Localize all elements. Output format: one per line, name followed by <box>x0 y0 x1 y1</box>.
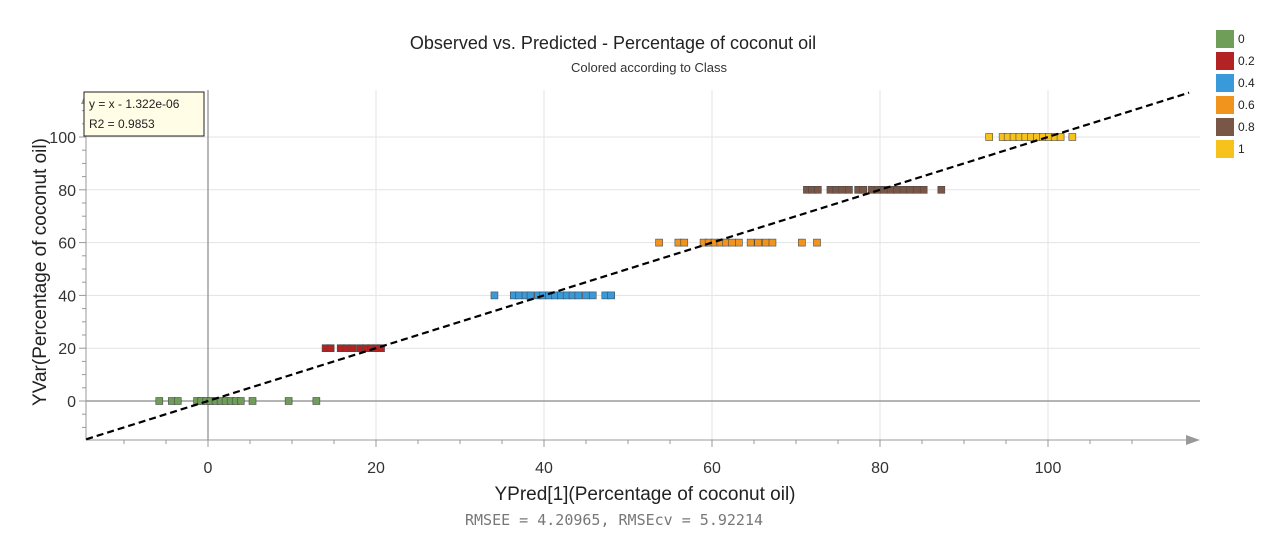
x-tick-label: 100 <box>1035 460 1062 477</box>
data-point <box>348 344 357 353</box>
legend-swatch <box>1216 96 1234 114</box>
legend-label: 0 <box>1238 32 1245 46</box>
data-point <box>236 397 245 405</box>
data-point <box>761 238 770 247</box>
data-point <box>155 397 164 405</box>
data-point <box>1068 133 1077 141</box>
data-point <box>490 291 499 300</box>
x-axis-arrow <box>1186 435 1200 445</box>
regression-line-group <box>85 91 1190 441</box>
legend-label: 0.2 <box>1238 54 1255 68</box>
data-point <box>680 238 689 247</box>
rmse-footer: RMSEE = 4.20965, RMSEcv = 5.92214 <box>465 511 763 529</box>
regression-line <box>85 91 1190 441</box>
legend-swatch <box>1216 74 1234 92</box>
data-point <box>845 186 853 194</box>
data-point <box>607 291 616 300</box>
data-point <box>798 238 806 247</box>
data-point <box>813 238 821 247</box>
data-point <box>768 238 777 247</box>
x-tick-label: 80 <box>871 460 889 477</box>
data-point <box>312 397 321 405</box>
data-point <box>574 291 583 300</box>
chart-subtitle: Colored according to Class <box>571 60 728 75</box>
legend-swatch <box>1216 140 1234 158</box>
x-tick-label: 20 <box>367 460 385 477</box>
legend-label: 0.4 <box>1238 76 1255 90</box>
data-point <box>728 238 736 247</box>
chart-title: Observed vs. Predicted - Percentage of c… <box>410 33 816 53</box>
data-point <box>899 186 908 194</box>
data-point <box>892 186 901 194</box>
axes <box>79 90 1200 447</box>
y-tick-label: 60 <box>58 236 76 253</box>
y-tick-label: 40 <box>58 288 76 305</box>
x-tick-label: 40 <box>535 460 553 477</box>
data-point <box>326 344 335 353</box>
data-point <box>919 186 928 194</box>
x-tick-label: 60 <box>703 460 721 477</box>
data-point <box>735 238 743 247</box>
data-point <box>985 133 994 141</box>
data-point <box>248 397 257 405</box>
y-tick-label: 0 <box>67 394 76 411</box>
legend-label: 0.6 <box>1238 98 1255 112</box>
legend: 0 0.2 0.4 0.6 0.8 1 <box>1216 30 1255 158</box>
y-tick-label: 80 <box>58 183 76 200</box>
legend-label: 0.8 <box>1238 120 1255 134</box>
data-point <box>859 186 868 194</box>
data-point <box>173 397 182 405</box>
x-axis-label: YPred[1](Percentage of coconut oil) <box>494 484 795 505</box>
data-point <box>754 238 763 247</box>
y-tick-label: 100 <box>49 130 76 147</box>
data-point <box>746 238 755 247</box>
data-point <box>377 344 385 353</box>
data-point <box>838 186 847 194</box>
data-point <box>937 186 946 194</box>
y-tick-label: 20 <box>58 341 76 358</box>
data-points <box>155 133 1077 405</box>
data-point <box>588 291 597 300</box>
legend-swatch <box>1216 118 1234 136</box>
y-axis-label: YVar(Percentage of coconut oil) <box>30 138 51 406</box>
legend-label: 1 <box>1238 142 1245 156</box>
x-tick-label: 0 <box>204 460 213 477</box>
fit-r2: R2 = 0.9853 <box>89 117 155 131</box>
legend-swatch <box>1216 30 1234 48</box>
legend-swatch <box>1216 52 1234 70</box>
data-point <box>906 186 915 194</box>
fit-box-frame <box>83 91 205 137</box>
fit-equation-box: y = x - 1.322e-06 R2 = 0.9853 <box>83 91 205 137</box>
data-point <box>913 186 921 194</box>
data-point <box>1056 133 1065 141</box>
data-point <box>655 238 663 247</box>
data-point <box>582 291 590 300</box>
tick-labels: 0 20 40 60 80 100 0 20 40 60 80 100 <box>49 130 1061 477</box>
data-point <box>814 186 822 194</box>
data-point <box>514 291 523 300</box>
fit-equation: y = x - 1.322e-06 <box>89 97 180 111</box>
data-point <box>284 397 293 405</box>
